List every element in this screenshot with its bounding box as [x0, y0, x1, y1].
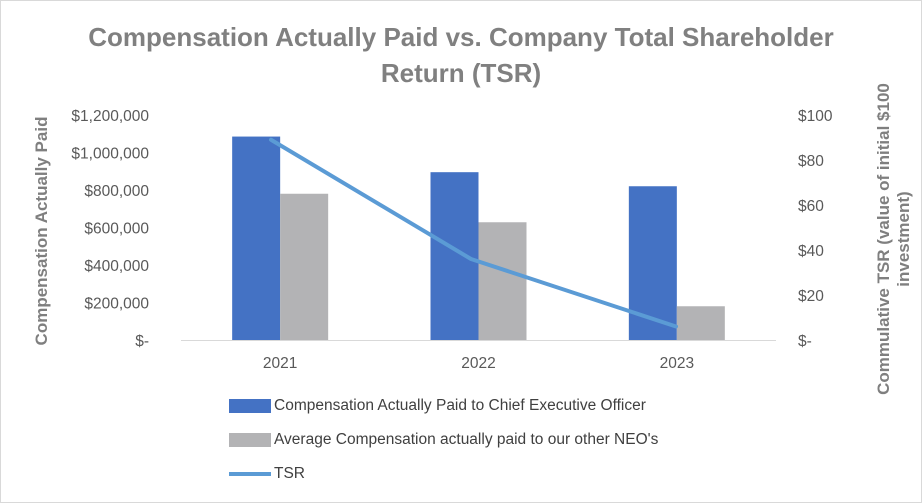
x-tick-label: 2022 [461, 355, 495, 372]
y-left-tick-label: $- [135, 333, 149, 350]
chart-title-line-2: Return (TSR) [380, 58, 542, 88]
legend-item-neo: Average Compensation actually paid to ou… [229, 430, 658, 450]
y-right-tick-label: $20 [798, 288, 824, 305]
bar-ceo-2022 [430, 172, 479, 340]
legend-item-ceo: Compensation Actually Paid to Chief Exec… [229, 396, 646, 416]
legend-label-ceo: Compensation Actually Paid to Chief Exec… [274, 397, 646, 414]
x-tick-label: 2023 [660, 355, 694, 372]
y-left-tick-label: $600,000 [84, 221, 149, 238]
y-right-tick-label: $40 [798, 243, 824, 260]
chart-title-line-1: Compensation Actually Paid vs. Company T… [88, 22, 834, 52]
chart-title: Compensation Actually Paid vs. Company T… [61, 19, 861, 91]
legend-swatch-ceo [229, 399, 271, 413]
y-left-tick-label: $800,000 [84, 183, 149, 200]
y-right-tick-label: $100 [798, 108, 833, 125]
bar-neo-2021 [280, 193, 329, 340]
y-left-tick-label: $200,000 [84, 296, 149, 313]
bar-neo-2023 [676, 306, 725, 340]
bar-ceo-2021 [232, 136, 281, 340]
legend-label-tsr: TSR [274, 465, 305, 482]
legend-swatch-neo [229, 433, 271, 447]
y-left-tick-label: $1,200,000 [71, 108, 149, 125]
y-left-tick-label: $400,000 [84, 258, 149, 275]
legend-item-tsr: TSR [229, 464, 305, 484]
x-tick-label: 2021 [263, 355, 297, 372]
y-right-tick-label: $60 [798, 198, 824, 215]
y-left-tick-label: $1,000,000 [71, 146, 149, 163]
legend-label-neo: Average Compensation actually paid to ou… [274, 431, 659, 448]
y-right-tick-label: $80 [798, 153, 824, 170]
bar-neo-2022 [478, 222, 527, 340]
legend-swatch-tsr [229, 472, 271, 476]
y-right-tick-label: $- [798, 333, 812, 350]
